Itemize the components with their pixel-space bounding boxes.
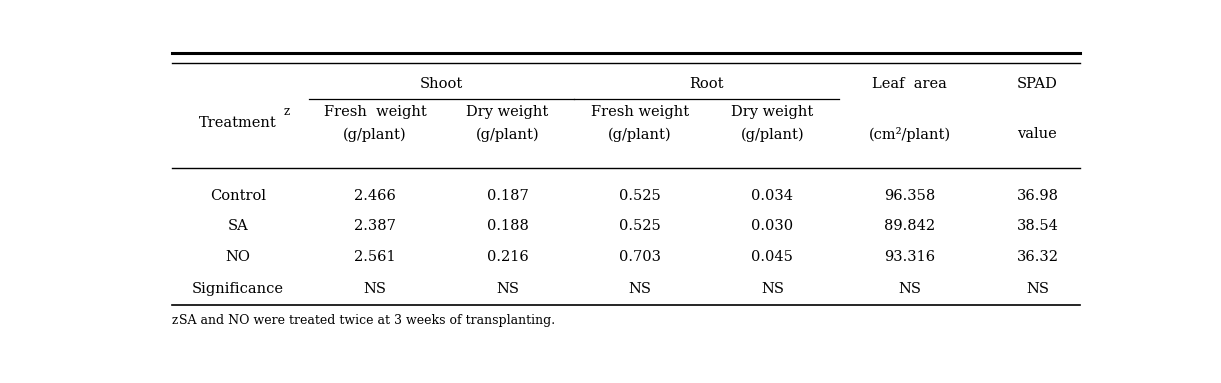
Text: NS: NS [1026, 282, 1049, 296]
Text: 0.703: 0.703 [619, 250, 661, 264]
Text: 0.030: 0.030 [751, 219, 794, 233]
Text: 0.216: 0.216 [487, 250, 529, 264]
Text: Significance: Significance [192, 282, 283, 296]
Text: (g/plant): (g/plant) [741, 127, 805, 142]
Text: NS: NS [899, 282, 921, 296]
Text: 0.045: 0.045 [751, 250, 794, 264]
Text: Control: Control [210, 189, 266, 203]
Text: SPAD: SPAD [1017, 77, 1057, 91]
Text: (g/plant): (g/plant) [476, 127, 540, 142]
Text: Treatment: Treatment [199, 116, 277, 130]
Text: NS: NS [629, 282, 652, 296]
Text: 0.034: 0.034 [751, 189, 794, 203]
Text: 36.98: 36.98 [1016, 189, 1059, 203]
Text: 2.561: 2.561 [354, 250, 396, 264]
Text: 0.187: 0.187 [487, 189, 529, 203]
Text: 0.525: 0.525 [619, 189, 661, 203]
Text: Dry weight: Dry weight [466, 105, 548, 119]
Text: 89.842: 89.842 [884, 219, 935, 233]
Text: (g/plant): (g/plant) [608, 127, 672, 142]
Text: Fresh weight: Fresh weight [591, 105, 689, 119]
Text: 2.466: 2.466 [354, 189, 396, 203]
Text: NS: NS [496, 282, 519, 296]
Text: 2.387: 2.387 [354, 219, 396, 233]
Text: Dry weight: Dry weight [731, 105, 813, 119]
Text: 96.358: 96.358 [884, 189, 935, 203]
Text: 93.316: 93.316 [884, 250, 935, 264]
Text: SA: SA [227, 219, 248, 233]
Text: Root: Root [689, 77, 724, 91]
Text: z: z [171, 314, 178, 327]
Text: (cm²/plant): (cm²/plant) [868, 127, 951, 142]
Text: Fresh  weight: Fresh weight [324, 105, 426, 119]
Text: z: z [284, 105, 291, 118]
Text: 36.32: 36.32 [1016, 250, 1059, 264]
Text: Leaf  area: Leaf area [872, 77, 947, 91]
Text: NO: NO [226, 250, 250, 264]
Text: 0.188: 0.188 [486, 219, 529, 233]
Text: 0.525: 0.525 [619, 219, 661, 233]
Text: 38.54: 38.54 [1016, 219, 1059, 233]
Text: SA and NO were treated twice at 3 weeks of transplanting.: SA and NO were treated twice at 3 weeks … [179, 314, 556, 327]
Text: value: value [1017, 128, 1057, 141]
Text: (g/plant): (g/plant) [343, 127, 407, 142]
Text: NS: NS [761, 282, 784, 296]
Text: Shoot: Shoot [420, 77, 463, 91]
Text: NS: NS [364, 282, 387, 296]
